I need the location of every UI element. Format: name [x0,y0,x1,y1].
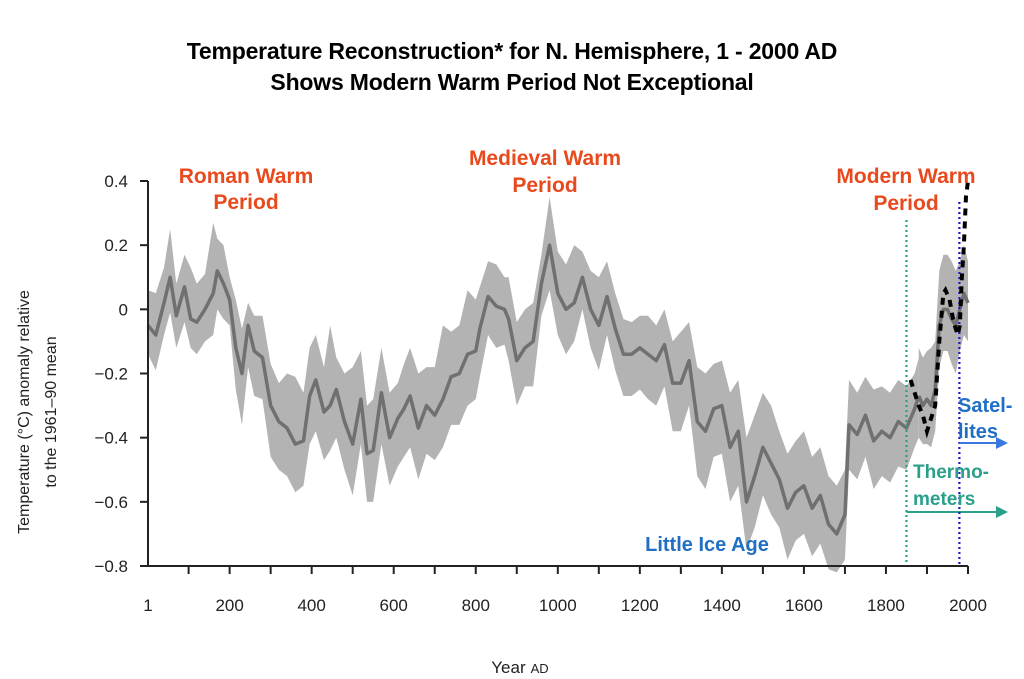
modern-warm-period-label-line: Modern Warm [836,165,975,188]
y-tick-label: 0.4 [104,172,128,191]
uncertainty-bands [148,197,968,573]
y-tick-label: 0 [119,300,128,319]
instrument-markers [905,202,1008,566]
y-tick-label: 0.2 [104,236,128,255]
x-tick-label: 1600 [785,596,823,615]
thermometers-arrow-head-icon [996,506,1008,518]
uncertainty-band-1 [918,245,968,448]
thermometers-label-line: meters [913,489,975,510]
little-ice-age-label-line: Little Ice Age [645,534,769,556]
roman-warm-period-label-line: Roman Warm [179,165,314,188]
x-tick-label: 1200 [621,596,659,615]
roman-warm-period-label-line: Period [213,191,278,214]
instrumental-lines [908,180,970,439]
reconstruction-series-line-0 [146,243,921,536]
x-axis-label: Year AD [491,658,548,677]
medieval-warm-period-label-line: Medieval Warm [469,147,621,170]
satellites-label: Satel-lites [958,395,1012,443]
instrumental-series-line [908,180,970,439]
satellites-arrow-head-icon [996,437,1008,449]
x-axis-label-year: Year [491,658,526,677]
x-tick-label: 1800 [867,596,905,615]
reconstruction-series-line-1 [917,291,970,408]
medieval-warm-period-label-line: Period [512,174,577,197]
y-tick-label: −0.8 [94,557,128,576]
y-axis-label-line1: Temperature (°C) anomaly relative [16,290,33,534]
x-tick-label: 800 [462,596,490,615]
x-tick-label: 1400 [703,596,741,615]
x-tick-label: 200 [215,596,243,615]
y-tick-label: −0.6 [94,493,128,512]
x-tick-label: 1 [143,596,152,615]
y-tick-label: −0.2 [94,365,128,384]
thermometers-label: Thermo-meters [913,462,989,510]
chart-subtitle: Shows Modern Warm Period Not Exceptional [270,69,754,95]
satellites-label-line: Satel- [958,395,1012,417]
x-tick-label: 2000 [949,596,987,615]
uncertainty-band-0 [148,197,919,573]
modern-warm-period-label-line: Period [873,192,938,215]
roman-warm-period-label: Roman Warm Period [179,165,314,214]
chart-title: Temperature Reconstruction* for N. Hemis… [186,38,838,64]
satellites-label-line: lites [958,421,998,443]
x-tick-label: 1000 [539,596,577,615]
reconstruction-lines [146,243,970,536]
medieval-warm-period-label: Medieval Warm Period [469,147,621,197]
thermometers-label-line: Thermo- [913,462,989,483]
little-ice-age-label: Little Ice Age [645,534,769,556]
axes: 0.40.20−0.2−0.4−0.6−0.81 200 400 600 800 1000… [94,172,986,615]
x-tick-label: 600 [380,596,408,615]
y-axis-label-line2: to the 1961–90 mean [43,336,60,487]
x-axis-label-suffix: AD [531,661,549,676]
x-tick-label: 400 [297,596,325,615]
y-tick-label: −0.4 [94,429,128,448]
modern-warm-period-label: Modern Warm Period [836,165,975,215]
